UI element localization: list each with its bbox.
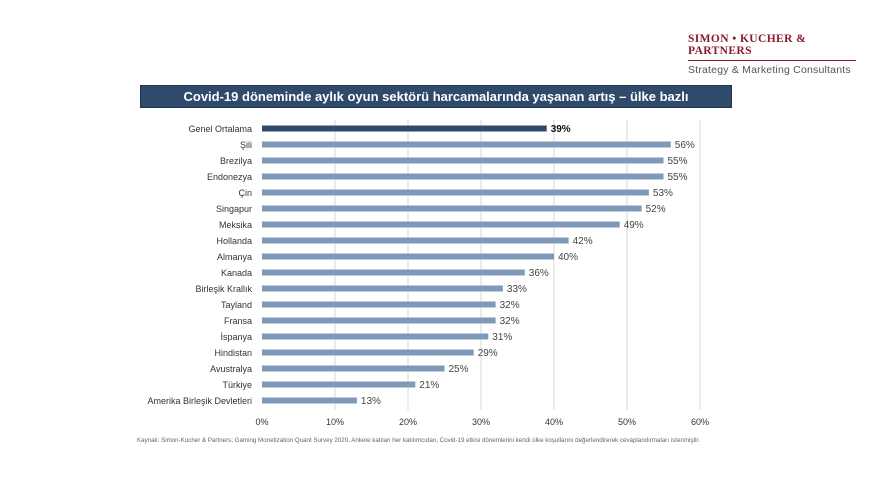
category-label: Avustralya [210,364,252,374]
bar [262,173,664,180]
bar [262,349,474,356]
data-label: 21% [419,380,439,391]
category-label: Şili [240,140,252,150]
brand-name: SIMON • KUCHER & PARTNERS [688,33,807,57]
data-label: 56% [675,140,695,151]
data-label: 39% [551,124,571,135]
data-label: 36% [529,268,549,279]
data-label: 55% [668,172,688,183]
x-tick-label: 10% [326,417,344,427]
category-label: Birleşik Krallık [195,284,252,294]
bar [262,205,642,212]
data-label: 53% [653,188,673,199]
x-tick-label: 60% [691,417,709,427]
brand-logo: SIMON • KUCHER & PARTNERS Strategy & Mar… [688,33,863,76]
data-label: 52% [646,204,666,215]
category-label: Türkiye [222,380,252,390]
bar [262,253,554,260]
category-label: Hollanda [216,236,252,246]
data-label: 32% [500,300,520,311]
brand-divider [688,60,856,61]
category-label: Endonezya [207,172,252,182]
data-label: 13% [361,396,381,407]
category-label: Çin [238,188,252,198]
data-label: 49% [624,220,644,231]
bar [262,285,503,292]
bar [262,157,664,164]
category-label: Tayland [221,300,252,310]
data-label: 29% [478,348,498,359]
bar [262,221,620,228]
data-label: 55% [668,156,688,167]
bar [262,365,445,372]
category-label: Kanada [221,268,252,278]
data-label: 42% [573,236,593,247]
x-tick-label: 0% [255,417,268,427]
x-tick-label: 40% [545,417,563,427]
data-label: 40% [558,252,578,263]
x-tick-label: 20% [399,417,417,427]
x-tick-label: 30% [472,417,490,427]
category-label: Genel Ortalama [188,124,252,134]
bar [262,333,489,340]
data-label: 33% [507,284,527,295]
data-label: 25% [449,364,469,375]
brand-tagline: Strategy & Marketing Consultants [688,64,851,76]
category-label: İspanya [220,332,252,342]
category-label: Almanya [217,252,252,262]
bar [262,397,357,404]
bar [262,237,569,244]
category-label: Hindistan [214,348,252,358]
data-label: 32% [500,316,520,327]
x-tick-label: 50% [618,417,636,427]
bar [262,301,496,308]
bar [262,317,496,324]
bar [262,189,649,196]
category-label: Amerika Birleşik Devletleri [147,396,252,406]
bar [262,269,525,276]
category-label: Singapur [216,204,252,214]
chart-title: Covid-19 döneminde aylık oyun sektörü ha… [140,85,732,108]
category-label: Brezilya [220,156,252,166]
bar [262,381,416,388]
bar [262,125,547,132]
source-footnote: Kaynak: Simon-Kucher & Partners; Gaming … [137,437,700,444]
data-label: 31% [492,332,512,343]
category-label: Meksika [219,220,252,230]
category-label: Fransa [224,316,252,326]
bar [262,141,671,148]
